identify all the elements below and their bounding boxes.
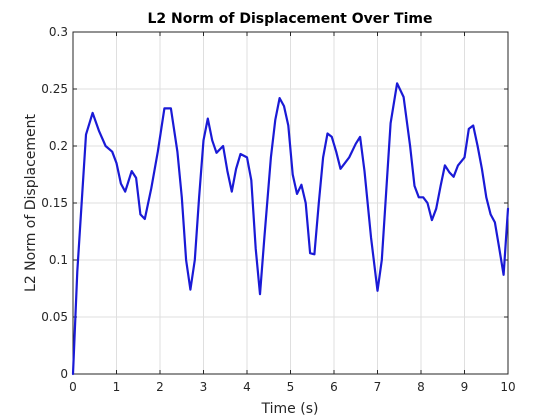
series-line: [71, 82, 510, 376]
x-tick-label: 5: [287, 380, 295, 394]
x-tick-label: 10: [500, 380, 515, 394]
y-tick-label: 0.05: [41, 310, 68, 324]
x-tick-label: 6: [330, 380, 338, 394]
x-tick-label: 7: [374, 380, 382, 394]
y-axis-label: L2 Norm of Displacement: [23, 114, 39, 292]
x-tick-label: 9: [461, 380, 469, 394]
chart-title: L2 Norm of Displacement Over Time: [148, 11, 433, 27]
y-tick-label: 0.25: [41, 82, 68, 96]
x-axis-label: Time (s): [261, 401, 319, 417]
series-layer: [71, 82, 510, 376]
y-tick-label: 0: [60, 367, 68, 381]
axis-ticks: [72, 31, 509, 375]
y-tick-label: 0.15: [41, 196, 68, 210]
x-tick-label: 2: [156, 380, 164, 394]
x-tick-label: 0: [69, 380, 77, 394]
x-tick-labels: 0 1 2 3 4 5 6 7 8 9 10: [69, 380, 515, 394]
x-tick-label: 4: [243, 380, 251, 394]
y-tick-label: 0.3: [49, 25, 68, 39]
y-tick-label: 0.1: [49, 253, 68, 267]
x-tick-label: 3: [200, 380, 208, 394]
x-tick-label: 1: [113, 380, 121, 394]
x-tick-label: 8: [417, 380, 425, 394]
y-tick-label: 0.2: [49, 139, 68, 153]
y-tick-labels: 0 0.05 0.1 0.15 0.2 0.25 0.3: [41, 25, 68, 381]
